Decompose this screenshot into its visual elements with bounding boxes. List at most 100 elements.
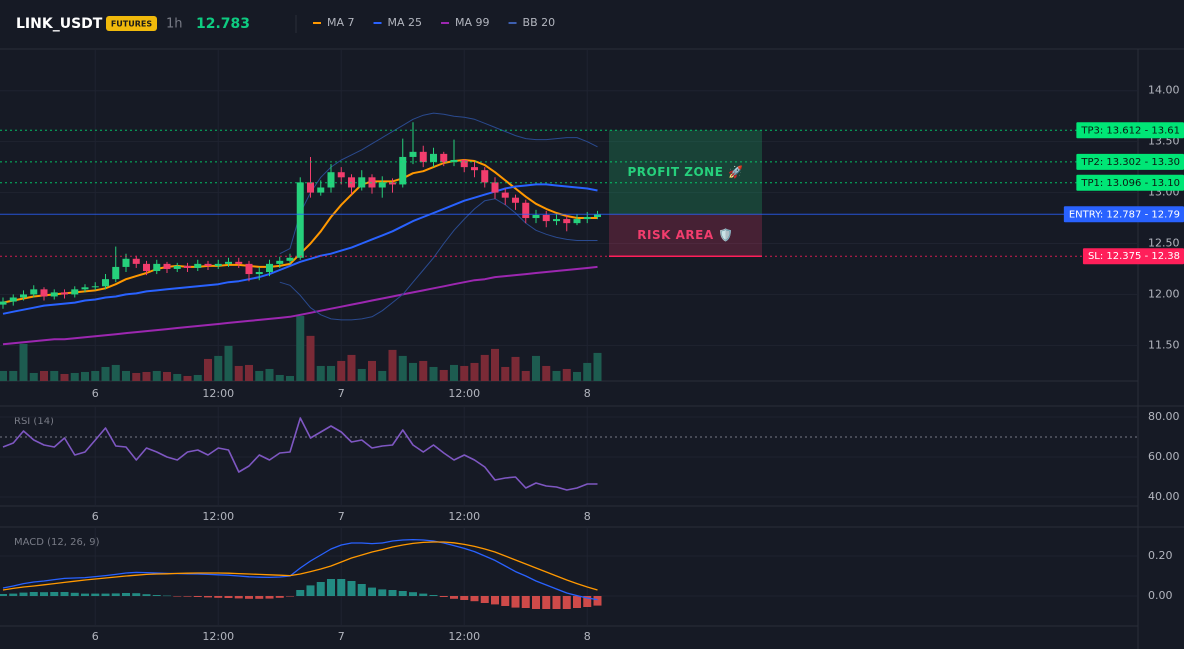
volume-bar [327,365,335,381]
volume-bar [532,355,540,381]
volume-bar [357,368,366,381]
zone [609,214,762,257]
legend-label: MA 99 [455,16,490,29]
candle-body [91,286,99,288]
volume-bar [70,372,79,381]
candle-body [71,289,79,295]
candle-body [522,202,530,219]
volume-bar [542,365,551,381]
histogram-bar [234,596,243,599]
volume-bar [511,356,520,381]
indicator-line [2,265,598,346]
histogram-bar [388,590,397,596]
level-tag: TP1: 13.096 - 13.10 [1080,178,1180,189]
histogram-bar [0,594,7,596]
volume-bar [491,348,499,381]
volume-bar [245,364,253,381]
x-tick-label: 6 [92,630,99,643]
volume-bar [573,371,581,381]
histogram-bar [245,596,253,599]
badge: FUTURES [111,20,153,29]
histogram-bar [368,587,376,596]
candle-body [553,219,560,222]
candle-body [276,260,284,264]
candle-body [194,263,202,268]
histogram-bar [429,595,438,596]
candle-body [317,187,325,193]
histogram-bar [532,596,540,609]
candle-body [471,167,478,171]
candle-body [337,172,345,178]
rsi-line [2,417,598,491]
volume-bar [378,370,387,381]
y-tick-label: 40.00 [1148,490,1180,503]
volume-bar [9,370,18,381]
histogram-bar [193,596,202,597]
candle-body [204,263,212,266]
candle-body [153,263,161,272]
level-tag: ENTRY: 12.787 - 12.79 [1069,209,1180,220]
level-tag-bg [1082,248,1184,265]
candle-body [532,214,540,219]
volume-bar [286,375,294,381]
histogram-bar [255,596,264,599]
candle-body [40,289,48,297]
volume-bar [81,371,89,381]
candle-body [112,266,120,280]
macd-title: MACD (12, 26, 9) [14,537,100,548]
histogram-bar [552,596,561,609]
volume-bar [388,349,397,381]
y-tick-label: 11.50 [1148,338,1180,351]
volume-bar [19,343,28,381]
histogram-bar [480,596,489,603]
candle-body [163,263,171,269]
candle-body [399,156,407,185]
level-tag: SL: 12.375 - 12.38 [1088,251,1180,262]
signal-line [2,541,598,591]
histogram-bar [491,596,499,605]
histogram-bar [409,592,417,596]
volume-bar [0,370,7,381]
histogram-bar [419,593,428,596]
level-tag-bg [1076,122,1184,139]
volume-bar [142,371,151,381]
candle-body [594,214,601,218]
volume-bar [224,345,233,381]
x-tick-label: 12:00 [202,510,234,523]
level-tag-bg [1063,206,1184,223]
level-tag-bg [1076,174,1184,191]
candle-body [378,182,386,188]
x-tick-label: 12:00 [202,387,234,400]
histogram-bar [398,591,407,596]
volume-bar [470,362,479,381]
candle-body [389,182,396,185]
y-tick-label: 60.00 [1148,450,1180,463]
level-tag: TP2: 13.302 - 13.30 [1080,157,1180,168]
x-tick-label: 12:00 [202,630,234,643]
histogram-bar [439,596,448,597]
candle-body [440,153,448,163]
x-tick-label: 8 [584,510,591,523]
volume-bar [347,354,356,381]
volume-bar [501,366,510,381]
histogram-bar [450,596,458,599]
histogram-bar [214,596,223,598]
volume-bar [409,362,417,381]
candle-body [491,182,499,193]
rsi-title: RSI (14) [14,416,54,427]
candle-body [583,217,591,220]
histogram-bar [173,596,182,597]
volume-bar [29,372,38,381]
volume-bar [460,365,469,381]
candle-body [20,294,27,298]
candle-body [542,214,550,222]
candle-body [481,170,489,183]
candle-body [573,219,581,224]
volume-bar [40,370,48,381]
candle-body [327,172,335,188]
level-tag: TP3: 13.612 - 13.61 [1080,125,1180,136]
x-tick-label: 6 [92,387,99,400]
volume-bar [132,372,141,381]
